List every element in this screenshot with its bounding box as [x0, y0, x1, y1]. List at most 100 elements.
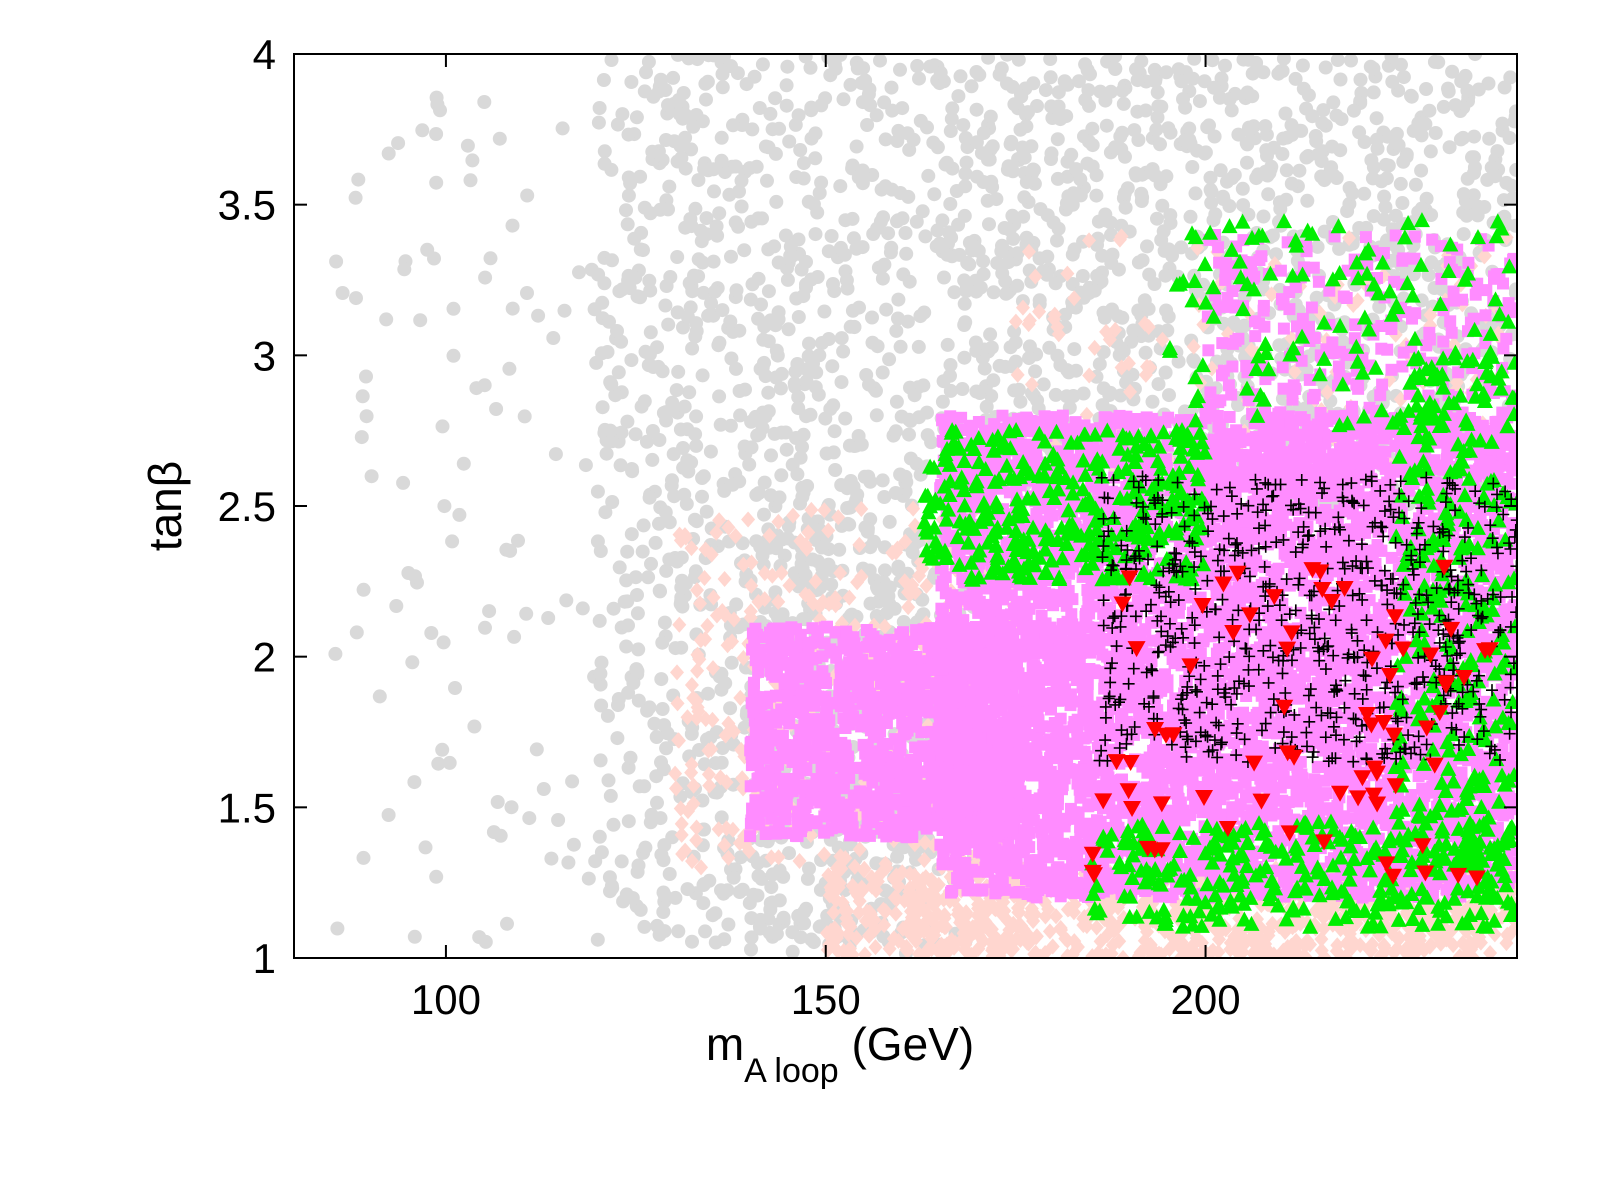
data-point [858, 73, 873, 88]
data-point [445, 534, 460, 549]
data-point [628, 427, 643, 442]
data-point [446, 301, 461, 316]
data-point [1044, 99, 1059, 114]
data-point [701, 686, 715, 701]
data-point [827, 424, 842, 439]
data-point [356, 850, 371, 865]
data-point [1150, 211, 1164, 226]
data-point [889, 323, 904, 338]
data-point [742, 457, 757, 472]
data-point [1316, 103, 1331, 118]
data-point [1212, 90, 1227, 105]
data-point [750, 428, 765, 443]
data-point [593, 677, 608, 692]
data-point [806, 356, 820, 371]
data-point [828, 463, 843, 477]
data-point [1414, 293, 1429, 308]
data-point [834, 375, 849, 390]
data-point [389, 599, 404, 613]
data-point [658, 298, 673, 313]
data-point [413, 313, 428, 328]
data-point [979, 399, 994, 414]
data-point [1013, 122, 1028, 137]
data-point [883, 245, 898, 260]
data-point [791, 908, 806, 923]
data-point [555, 121, 570, 136]
data-point [1038, 83, 1053, 98]
data-point [659, 741, 674, 756]
data-point [1296, 81, 1311, 96]
data-point [621, 127, 636, 142]
data-point [712, 389, 727, 404]
data-point [685, 934, 699, 949]
data-point [779, 98, 794, 113]
data-point [713, 417, 728, 432]
data-point [875, 473, 890, 488]
data-point [1484, 160, 1499, 175]
data-point [1299, 150, 1314, 165]
data-point [1036, 377, 1051, 392]
data-point [625, 891, 640, 905]
data-point [478, 270, 493, 285]
data-point [1155, 198, 1170, 213]
data-point [877, 257, 892, 272]
data-point [328, 646, 343, 661]
data-point [1187, 54, 1202, 66]
data-point [707, 284, 722, 299]
data-point [1078, 92, 1093, 107]
data-point [808, 227, 823, 242]
data-point [1414, 163, 1429, 178]
data-point [630, 606, 645, 621]
data-point [1288, 71, 1303, 86]
data-point [629, 110, 644, 125]
data-point [795, 439, 809, 454]
data-point [1162, 388, 1176, 403]
data-point [681, 464, 696, 479]
data-point [1177, 133, 1192, 148]
data-point [391, 136, 406, 151]
data-point [693, 223, 708, 238]
data-point [756, 332, 771, 347]
data-point [775, 797, 788, 810]
data-point [1165, 248, 1179, 263]
data-point [1378, 157, 1393, 172]
data-point [637, 84, 652, 99]
data-point [354, 430, 369, 445]
data-point [1399, 149, 1414, 164]
data-point [958, 179, 973, 194]
data-point [1364, 153, 1379, 168]
data-point [768, 91, 783, 106]
data-point [620, 544, 635, 559]
data-point [1017, 150, 1032, 165]
data-point [1353, 72, 1368, 87]
data-point [1076, 386, 1091, 401]
data-point [1051, 221, 1066, 236]
data-point [1007, 324, 1022, 339]
data-point [1345, 186, 1360, 201]
data-point [748, 636, 761, 649]
data-point [757, 355, 771, 370]
data-point [866, 776, 879, 789]
data-point [680, 453, 695, 468]
data-point [1140, 239, 1154, 254]
data-point [1114, 142, 1129, 157]
data-point [1183, 209, 1198, 224]
data-point [1050, 171, 1065, 186]
data-point [705, 908, 720, 923]
data-point [891, 123, 906, 138]
data-point [703, 444, 718, 459]
data-point [627, 231, 642, 246]
data-point [1159, 303, 1174, 318]
data-point [1163, 208, 1178, 223]
data-point [769, 926, 784, 941]
data-point [1158, 268, 1173, 283]
data-point [964, 79, 979, 94]
data-point [1073, 188, 1088, 203]
data-point [695, 255, 710, 270]
data-point [1240, 85, 1255, 100]
data-point [962, 257, 977, 272]
data-point [1071, 74, 1086, 89]
data-point [1131, 255, 1146, 270]
data-point [769, 343, 784, 358]
data-point [603, 788, 618, 803]
